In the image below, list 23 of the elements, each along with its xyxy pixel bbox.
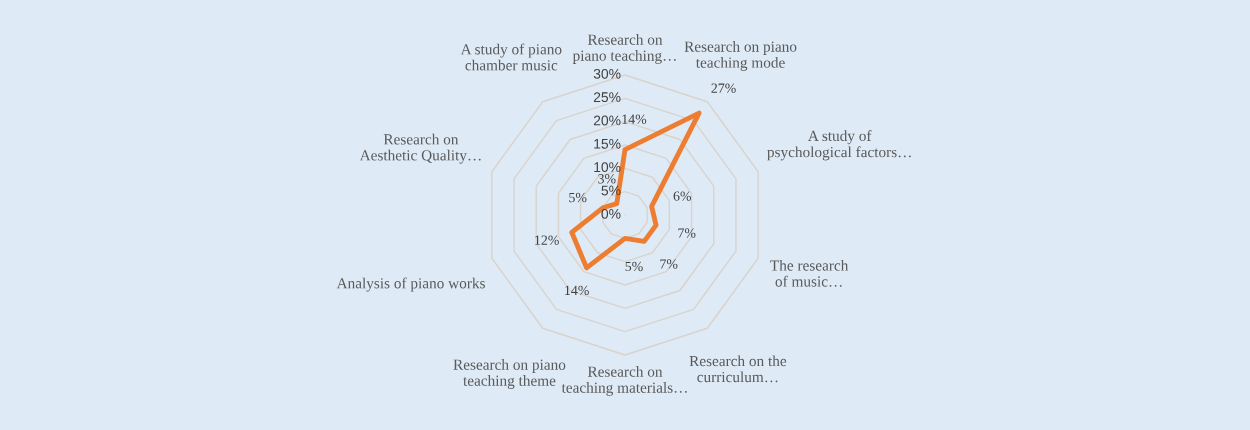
y-tick-label: 25%: [593, 92, 621, 103]
data-label: 12%: [535, 235, 559, 245]
spoke-label: A study of psychological factors…: [767, 130, 911, 161]
data-label: 14%: [565, 285, 589, 296]
data-label: 7%: [678, 228, 696, 238]
y-tick-label: 30%: [593, 68, 621, 79]
spoke-label: Research on the curriculum…: [689, 355, 787, 383]
spoke-label: The research of music…: [770, 259, 849, 287]
spoke-label: Research on Aesthetic Quality…: [359, 133, 481, 164]
data-label: 5%: [569, 192, 587, 203]
data-label: 27%: [711, 83, 736, 93]
data-label: 7%: [660, 259, 678, 269]
y-tick-label: 20%: [593, 115, 621, 126]
data-label: 6%: [673, 191, 692, 201]
spoke-label: Analysis of piano works: [336, 277, 485, 292]
spoke-label: Research on piano teaching mode: [684, 41, 797, 71]
data-label: 5%: [625, 261, 643, 272]
y-tick-label: 0%: [601, 208, 621, 219]
data-label: 3%: [598, 174, 616, 184]
spoke-label: Research on piano teaching…: [572, 34, 676, 64]
spoke-label: A study of piano chamber music: [460, 43, 562, 71]
data-label: 14%: [622, 114, 647, 124]
y-tick-label: 15%: [594, 138, 621, 149]
